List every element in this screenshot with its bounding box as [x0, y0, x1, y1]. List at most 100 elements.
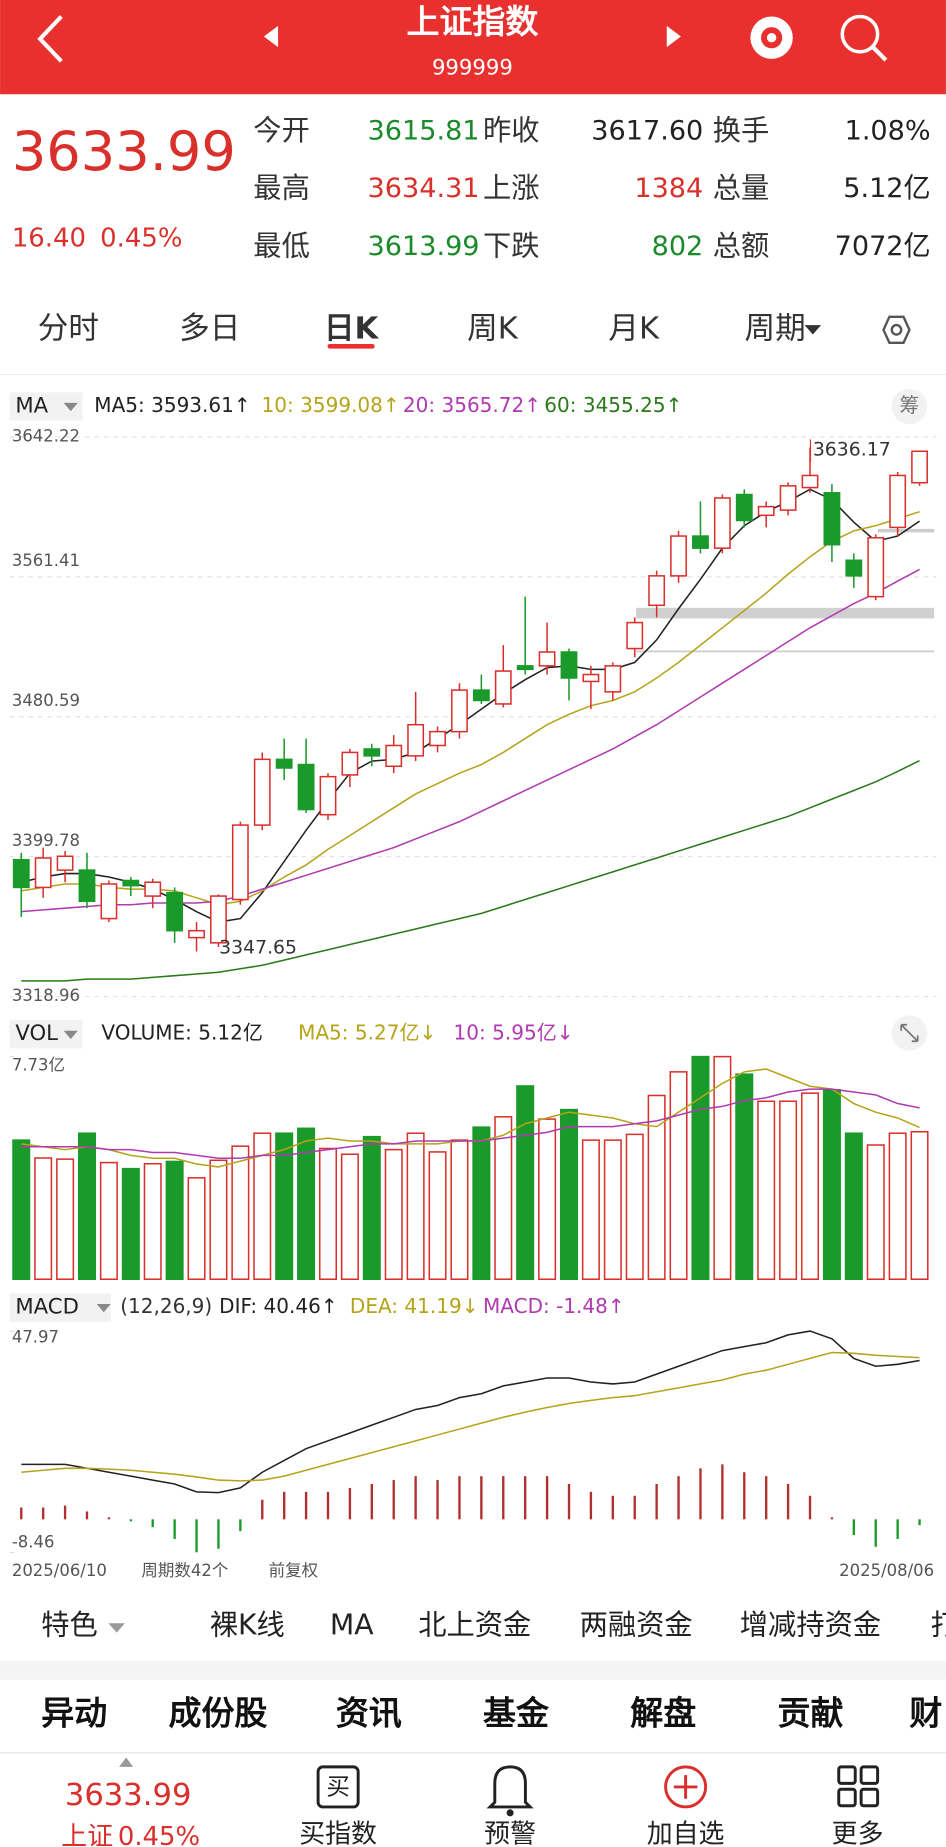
- price-change: 16.40: [12, 224, 86, 254]
- volume-bar: [581, 1139, 600, 1281]
- volume-bar: [99, 1161, 118, 1281]
- period-tab[interactable]: 周期: [745, 311, 806, 346]
- legend-entry: 20: 3565.72↑: [403, 393, 541, 417]
- volume-bar: [647, 1094, 666, 1281]
- candle-body: [889, 474, 907, 529]
- volume-bar: [231, 1145, 250, 1281]
- macd-line: [21, 1351, 920, 1482]
- volume-bar: [888, 1132, 907, 1281]
- legend-entry: 10: 5.95亿↓: [454, 1021, 574, 1045]
- volume-bar: [822, 1088, 841, 1281]
- indicator-tab[interactable]: 两融资金: [580, 1609, 693, 1642]
- chip-button[interactable]: [891, 388, 928, 425]
- period-tab[interactable]: 分时: [38, 311, 99, 346]
- section-tab[interactable]: 异动: [41, 1694, 107, 1733]
- volume-bar: [143, 1162, 162, 1281]
- candle-body: [56, 855, 74, 871]
- stat-label: 下跌: [483, 229, 540, 262]
- candle-body: [385, 744, 403, 768]
- level-band: [636, 607, 935, 619]
- search-button[interactable]: [840, 14, 888, 62]
- back-button[interactable]: [37, 15, 63, 63]
- candle-body: [779, 485, 797, 511]
- stat-value: 802: [652, 231, 704, 262]
- nav-label[interactable]: 买指数: [299, 1820, 377, 1847]
- candle-body: [144, 881, 162, 897]
- y-tick-label: 47.97: [12, 1328, 59, 1347]
- volume-bar: [472, 1126, 491, 1281]
- candle-body: [845, 559, 863, 577]
- stat-value: 3613.99: [368, 231, 480, 262]
- dropdown-arrow: [96, 1303, 111, 1313]
- section-tab[interactable]: 贡献: [777, 1694, 843, 1733]
- volume-bar: [713, 1055, 732, 1281]
- stat-value: 7072亿: [835, 231, 931, 262]
- indicator-tab[interactable]: 裸K线: [210, 1609, 285, 1642]
- stat-value: 3615.81: [368, 115, 480, 146]
- legend-entry: DIF: 40.46↑: [219, 1294, 337, 1318]
- candle-body: [582, 673, 600, 683]
- active-tab-underline: [327, 343, 375, 349]
- candle-body: [341, 751, 359, 776]
- settings-button[interactable]: [882, 315, 911, 344]
- candle-body: [210, 895, 227, 944]
- header-title: 上证指数: [406, 2, 538, 41]
- period-tab[interactable]: 月K: [608, 311, 660, 346]
- alert-icon[interactable]: [486, 1765, 534, 1817]
- candle-body: [12, 858, 30, 889]
- add-watch-icon[interactable]: [664, 1765, 708, 1809]
- annotation: 3347.65: [219, 938, 297, 959]
- period-tab[interactable]: 周K: [467, 311, 519, 346]
- settings-icon-dot: [890, 323, 903, 336]
- chart-note: 周期数42个: [141, 1561, 228, 1580]
- candle-body: [604, 665, 622, 693]
- legend-entry: MA5: 3593.61↑: [94, 393, 250, 417]
- indicator-tab[interactable]: MA: [330, 1609, 374, 1642]
- period-tab[interactable]: 多日: [179, 311, 240, 346]
- nav-label[interactable]: 更多: [832, 1820, 884, 1847]
- candle-body: [472, 689, 490, 702]
- stat-label: 最高: [253, 172, 310, 205]
- buy-icon[interactable]: 买: [316, 1765, 360, 1809]
- volume-bar: [384, 1148, 403, 1281]
- indicator-tab[interactable]: 北上资金: [418, 1609, 531, 1642]
- volume-bar: [12, 1139, 31, 1281]
- annotation: 3636.17: [813, 439, 891, 460]
- section-tab[interactable]: 基金: [483, 1694, 550, 1733]
- section-tab[interactable]: 解盘: [630, 1694, 696, 1733]
- candle-body: [122, 879, 140, 887]
- candle-body: [275, 758, 293, 769]
- volume-bar: [625, 1133, 644, 1281]
- footer-price: 3633.99: [65, 1778, 192, 1813]
- section-tab[interactable]: 财: [909, 1694, 942, 1733]
- legend-entry: MA5: 5.27亿↓: [298, 1021, 436, 1045]
- indicator-tab[interactable]: 特色: [41, 1609, 98, 1642]
- nav-label[interactable]: 预警: [484, 1820, 536, 1847]
- volume-bar: [340, 1153, 359, 1281]
- section-tab[interactable]: 成份股: [169, 1694, 268, 1733]
- volume-bar: [735, 1073, 754, 1281]
- logo-icon[interactable]: [750, 16, 793, 59]
- stat-label: 总量: [713, 172, 770, 205]
- volume-bar: [77, 1132, 97, 1281]
- candle-body: [560, 651, 578, 679]
- indicator-selector[interactable]: [9, 1293, 111, 1322]
- candle-body: [823, 492, 841, 546]
- prev-button[interactable]: [263, 25, 279, 48]
- footer-name: 上证: [61, 1822, 113, 1847]
- candle-body: [692, 535, 709, 549]
- more-icon[interactable]: [837, 1765, 880, 1808]
- section-tab[interactable]: 资讯: [336, 1694, 402, 1733]
- period-tab[interactable]: 日K: [324, 311, 380, 346]
- y-tick-label: 3561.41: [12, 551, 80, 570]
- candle-body: [319, 775, 337, 816]
- indicator-tab[interactable]: 打: [931, 1609, 946, 1642]
- nav-label[interactable]: 加自选: [647, 1820, 725, 1847]
- y-tick-label: -8.46: [12, 1533, 55, 1552]
- volume-bar: [56, 1158, 75, 1281]
- macd-line: [21, 1330, 920, 1494]
- candle-body: [363, 748, 381, 757]
- volume-bar: [34, 1157, 53, 1281]
- next-button[interactable]: [666, 25, 681, 48]
- indicator-tab[interactable]: 增减持资金: [740, 1609, 881, 1642]
